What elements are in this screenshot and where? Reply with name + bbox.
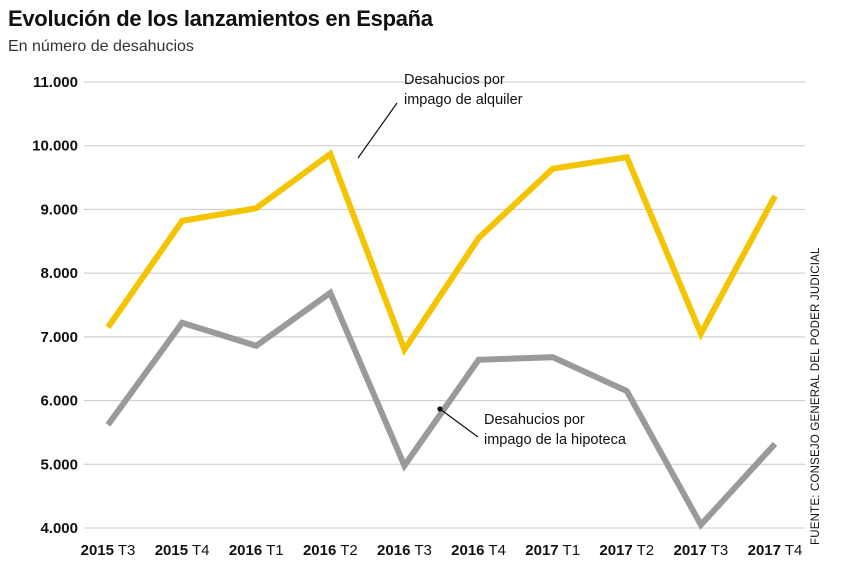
series-lines [105, 149, 778, 530]
y-tick-label: 4.000 [40, 520, 78, 537]
x-tick-label: 2016 T4 [451, 542, 506, 559]
x-tick-label: 2015 T4 [155, 542, 210, 559]
chart-title: Evolución de los lanzamientos en España [8, 6, 433, 31]
y-tick-label: 10.000 [32, 138, 78, 155]
annotation-hipoteca-line1: Desahucios por [484, 412, 585, 428]
x-tick-label: 2017 T4 [748, 542, 803, 559]
y-tick-label: 7.000 [40, 329, 78, 346]
y-axis: 4.000 5.000 6.000 7.000 8.000 9.000 10.000 11.0… [32, 74, 78, 537]
annotation-alquiler-line1: Desahucios por [404, 72, 505, 88]
annotation-leader-hipoteca [439, 408, 479, 438]
y-tick-label: 9.000 [40, 201, 78, 218]
x-tick-label: 2016 T2 [303, 542, 358, 559]
annotation-alquiler-line2: impago de alquiler [404, 92, 523, 108]
grid-lines [84, 81, 805, 529]
chart-subtitle: En número de desahucios [8, 38, 194, 55]
y-tick-label: 11.000 [33, 74, 78, 91]
annotation-hipoteca-line2: impago de la hipoteca [484, 432, 627, 448]
series-line-hipoteca [105, 288, 778, 530]
x-tick-label: 2017 T1 [525, 542, 580, 559]
x-tick-label: 2016 T3 [377, 542, 432, 559]
y-tick-label: 6.000 [40, 393, 78, 410]
x-tick-label: 2016 T1 [229, 542, 284, 559]
x-tick-label: 2017 T3 [673, 542, 728, 559]
series-line-alquiler [105, 149, 778, 357]
x-tick-label: 2017 T2 [599, 542, 654, 559]
y-tick-label: 8.000 [40, 265, 78, 282]
x-tick-label: 2015 T3 [81, 542, 136, 559]
annotation-leader-alquiler [357, 102, 398, 159]
annotations: Desahucios por impago de alquiler Desahu… [357, 72, 627, 448]
x-axis: 2015 T3 2015 T4 2016 T1 2016 T2 2016 T3 2016 … [81, 542, 803, 559]
y-tick-label: 5.000 [40, 456, 78, 473]
